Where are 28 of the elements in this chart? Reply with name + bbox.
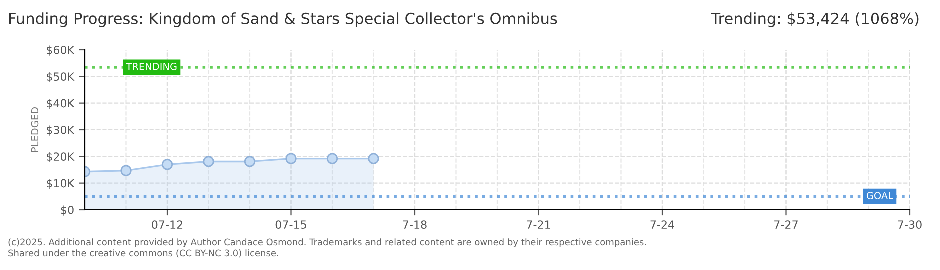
x-tick-label: 7-30 xyxy=(898,220,922,230)
y-tick-label: $50K xyxy=(47,72,75,83)
ref-line-label: GOAL xyxy=(866,192,894,200)
x-tick-label: 07-15 xyxy=(276,220,306,230)
point xyxy=(203,156,214,168)
y-tick-label: $20K xyxy=(47,152,75,163)
point xyxy=(120,165,132,176)
x-tick-label: 7-24 xyxy=(650,220,674,229)
point xyxy=(286,153,297,164)
y-tick-label: $60K xyxy=(47,46,75,56)
y-tick-label: $10K xyxy=(47,179,75,190)
x-tick-label: 7-21 xyxy=(527,220,550,229)
point xyxy=(244,156,256,168)
point xyxy=(368,153,380,164)
y-tick-label: $30K xyxy=(47,126,75,136)
chart-title: Funding Progress: Kingdom of Sand & Stars Special Collector's Omnibus xyxy=(10,12,558,28)
x-tick-label: 7-18 xyxy=(403,220,427,230)
text: (c)2025. Additional content provided by Author Candace Osmond. Trademarks and related content are owned by their respective companies. xyxy=(8,238,646,248)
point xyxy=(162,159,174,170)
x-tick-label: 7-27 xyxy=(774,220,798,229)
text: Shared under the creative commons (CC BY-NC 3.0) license. xyxy=(8,250,278,258)
x-tick-label: 07-12 xyxy=(152,220,183,230)
y-axis-title: PLEDGED xyxy=(31,108,39,152)
y-tick-label: $40K xyxy=(47,99,75,110)
y-tick-label: $0 xyxy=(61,206,74,216)
chart-subtitle: Trending: $53,424 (1068%) xyxy=(711,12,919,28)
ref-line-label: TRENDING xyxy=(126,63,177,70)
point xyxy=(326,153,338,164)
